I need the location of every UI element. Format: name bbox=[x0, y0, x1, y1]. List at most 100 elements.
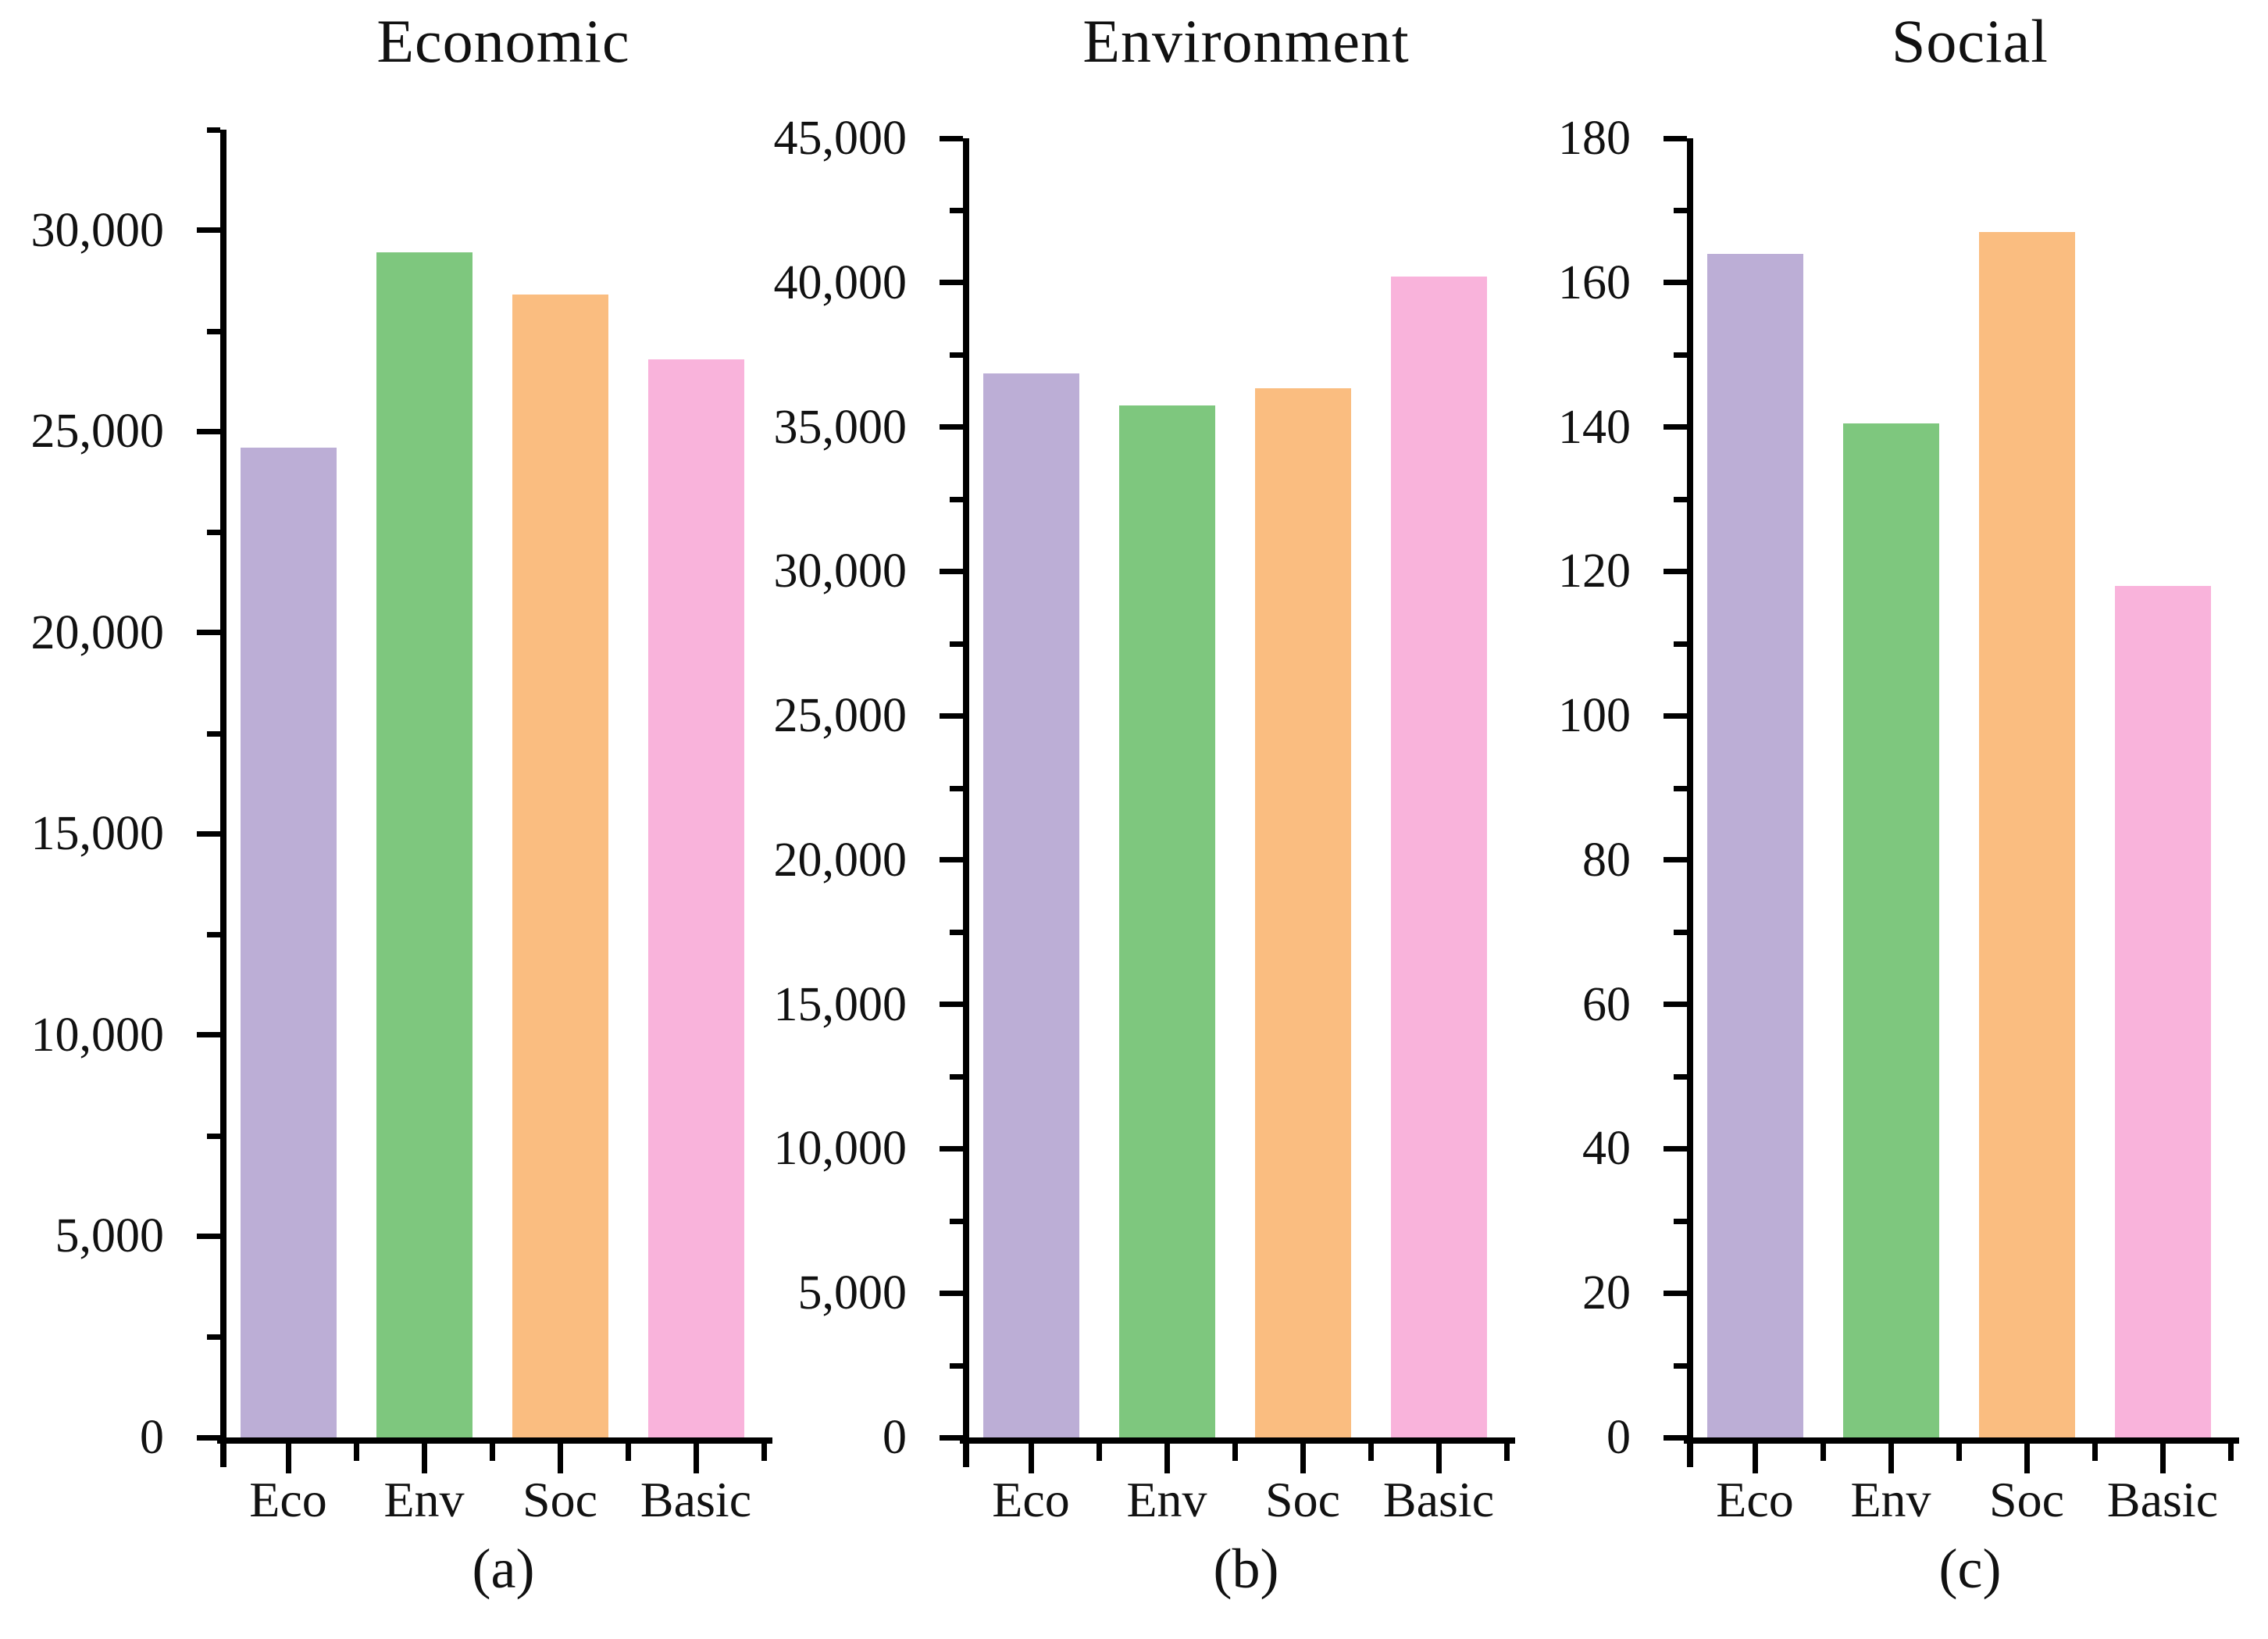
x-major-tick bbox=[1164, 1444, 1170, 1473]
y-major-tick bbox=[197, 630, 220, 636]
x-major-tick bbox=[1028, 1444, 1034, 1473]
y-tick-label: 30,000 bbox=[773, 545, 908, 598]
x-category-label-basic: Basic bbox=[640, 1472, 752, 1527]
y-minor-tick bbox=[207, 1133, 220, 1139]
x-category-label-env: Env bbox=[1126, 1472, 1207, 1527]
y-tick-label: 20,000 bbox=[30, 605, 165, 659]
y-minor-tick bbox=[207, 127, 220, 133]
y-minor-tick bbox=[1674, 352, 1687, 359]
y-tick-label: 5,000 bbox=[797, 1266, 908, 1320]
y-minor-tick bbox=[1674, 1218, 1687, 1224]
y-tick-label: 160 bbox=[1558, 255, 1631, 309]
panel-title-b: Environment bbox=[1082, 7, 1410, 75]
y-major-tick bbox=[940, 1145, 963, 1152]
x-minor-tick bbox=[1820, 1444, 1826, 1461]
y-tick-label: 10,000 bbox=[773, 1122, 908, 1176]
y-minor-tick bbox=[1674, 1074, 1687, 1080]
y-minor-tick bbox=[950, 1362, 963, 1369]
y-major-tick bbox=[1664, 135, 1687, 141]
x-major-tick bbox=[2159, 1444, 2166, 1473]
y-tick-label: 45,000 bbox=[773, 112, 908, 165]
y-major-tick bbox=[940, 568, 963, 574]
x-major-tick bbox=[1752, 1444, 1758, 1473]
y-major-tick bbox=[197, 830, 220, 837]
x-category-label-basic: Basic bbox=[2106, 1472, 2219, 1527]
y-minor-tick bbox=[207, 932, 220, 938]
x-category-label-soc: Soc bbox=[1265, 1472, 1340, 1527]
y-major-tick bbox=[1664, 1002, 1687, 1008]
y-tick-label: 100 bbox=[1558, 689, 1631, 743]
x-major-tick bbox=[1300, 1444, 1306, 1473]
y-major-tick bbox=[1664, 568, 1687, 574]
panel-title-a: Economic bbox=[376, 7, 630, 75]
x-axis-c bbox=[1684, 1437, 2239, 1444]
bar-env-c bbox=[1842, 423, 1939, 1437]
bar-env-a bbox=[376, 252, 472, 1437]
y-axis-c bbox=[1687, 138, 1693, 1467]
y-major-tick bbox=[940, 1290, 963, 1296]
y-axis-b bbox=[963, 138, 969, 1467]
y-major-tick bbox=[1664, 1434, 1687, 1441]
y-major-tick bbox=[197, 1233, 220, 1239]
y-major-tick bbox=[940, 1002, 963, 1008]
x-minor-tick bbox=[761, 1444, 767, 1461]
y-tick-label: 0 bbox=[1606, 1411, 1631, 1464]
x-major-tick bbox=[557, 1444, 563, 1473]
y-minor-tick bbox=[1674, 641, 1687, 647]
y-major-tick bbox=[1664, 424, 1687, 430]
bar-basic-a bbox=[647, 359, 744, 1437]
y-major-tick bbox=[940, 135, 963, 141]
x-minor-tick bbox=[1232, 1444, 1238, 1461]
panel-title-c: Social bbox=[1892, 7, 2049, 75]
y-tick-label: 140 bbox=[1558, 400, 1631, 454]
x-minor-tick bbox=[353, 1444, 359, 1461]
y-major-tick bbox=[1664, 1290, 1687, 1296]
panel-caption-c: (c) bbox=[1938, 1537, 2002, 1600]
x-minor-tick bbox=[2091, 1444, 2098, 1461]
y-minor-tick bbox=[1674, 1362, 1687, 1369]
panel-caption-b: (b) bbox=[1213, 1537, 1279, 1600]
y-minor-tick bbox=[950, 930, 963, 936]
x-minor-tick bbox=[1956, 1444, 1962, 1461]
x-major-tick bbox=[285, 1444, 291, 1473]
x-category-label-eco: Eco bbox=[249, 1472, 327, 1527]
y-minor-tick bbox=[1674, 785, 1687, 791]
bar-basic-b bbox=[1390, 277, 1487, 1437]
panel-caption-a: (a) bbox=[472, 1537, 535, 1600]
y-tick-label: 15,000 bbox=[30, 807, 165, 861]
y-tick-label: 0 bbox=[140, 1411, 164, 1464]
x-axis-b bbox=[960, 1437, 1515, 1444]
y-tick-label: 40,000 bbox=[773, 255, 908, 309]
bar-soc-a bbox=[512, 295, 608, 1437]
y-major-tick bbox=[197, 428, 220, 434]
y-minor-tick bbox=[950, 1218, 963, 1224]
y-major-tick bbox=[940, 1434, 963, 1441]
bar-eco-c bbox=[1706, 253, 1803, 1437]
y-tick-label: 60 bbox=[1582, 977, 1631, 1031]
x-category-label-eco: Eco bbox=[1716, 1472, 1794, 1527]
bar-eco-a bbox=[240, 447, 337, 1437]
y-major-tick bbox=[940, 280, 963, 286]
x-category-label-env: Env bbox=[383, 1472, 465, 1527]
x-category-label-eco: Eco bbox=[992, 1472, 1070, 1527]
x-major-tick bbox=[1435, 1444, 1442, 1473]
y-tick-label: 0 bbox=[883, 1411, 907, 1464]
y-major-tick bbox=[940, 857, 963, 863]
x-major-tick bbox=[2024, 1444, 2030, 1473]
y-minor-tick bbox=[207, 730, 220, 737]
y-tick-label: 30,000 bbox=[30, 203, 165, 257]
y-tick-label: 15,000 bbox=[773, 977, 908, 1031]
y-major-tick bbox=[940, 712, 963, 719]
y-major-tick bbox=[197, 227, 220, 234]
x-minor-tick bbox=[1503, 1444, 1510, 1461]
y-tick-label: 10,000 bbox=[30, 1008, 165, 1062]
y-minor-tick bbox=[950, 208, 963, 214]
x-major-tick bbox=[421, 1444, 427, 1473]
y-minor-tick bbox=[950, 496, 963, 502]
y-minor-tick bbox=[1674, 496, 1687, 502]
y-tick-label: 40 bbox=[1582, 1122, 1631, 1176]
x-major-tick bbox=[1888, 1444, 1894, 1473]
y-minor-tick bbox=[950, 1074, 963, 1080]
